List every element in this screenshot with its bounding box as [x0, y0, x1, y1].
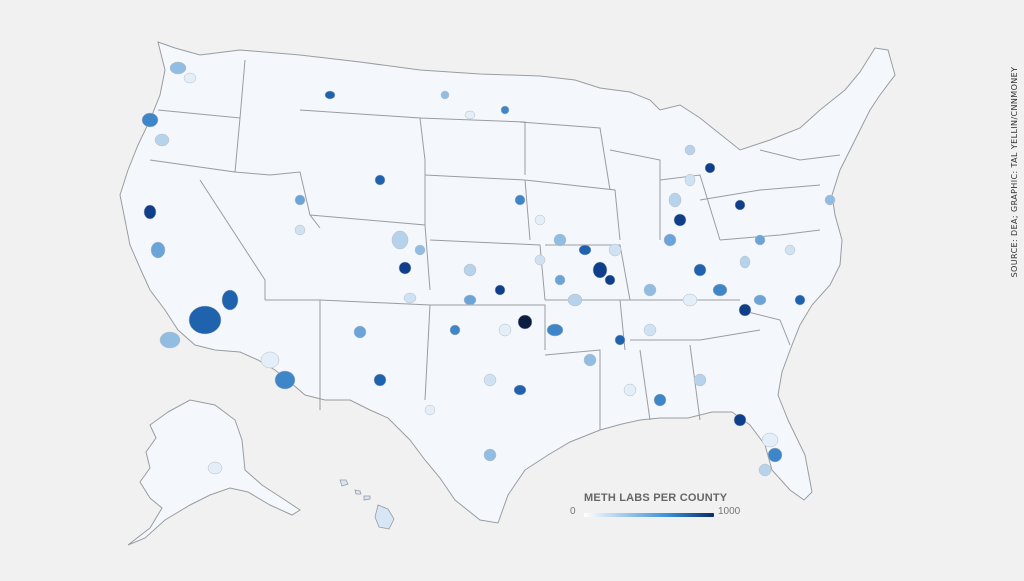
county-shade — [614, 334, 626, 346]
county-shade — [643, 323, 657, 337]
county-shade — [554, 274, 566, 286]
county-shade — [623, 383, 637, 397]
county-shade — [324, 90, 336, 100]
county-shade — [398, 261, 412, 275]
county-shade — [753, 294, 767, 306]
county-shade — [553, 233, 567, 247]
county-shade — [583, 353, 597, 367]
county-shade — [424, 404, 436, 416]
county-shade — [188, 305, 222, 335]
county-shade — [739, 255, 751, 269]
county-shade — [693, 373, 707, 387]
contiguous-us-outline — [119, 41, 896, 524]
county-shade — [260, 351, 280, 369]
county-shade — [463, 294, 477, 306]
county-shade — [784, 244, 796, 256]
county-shade — [761, 432, 779, 448]
county-shade — [604, 274, 616, 286]
legend-color-bar — [584, 513, 714, 517]
county-shade — [608, 243, 622, 257]
county-shade — [500, 105, 510, 115]
county-shade — [207, 461, 223, 475]
county-shade — [824, 194, 836, 206]
county-shade — [663, 233, 677, 247]
county-shade — [183, 72, 197, 84]
county-shade — [546, 323, 564, 337]
county-shade — [274, 370, 296, 390]
county-shade — [754, 234, 766, 246]
county-shade — [653, 393, 667, 407]
county-shade — [592, 261, 608, 279]
county-shade — [150, 241, 166, 259]
county-shade — [414, 244, 426, 256]
county-shade — [668, 192, 682, 208]
county-shade — [673, 213, 687, 227]
county-shade — [353, 325, 367, 339]
county-shade — [483, 448, 497, 462]
county-shade — [143, 204, 157, 220]
county-shade — [794, 294, 806, 306]
county-shade — [513, 384, 527, 396]
county-shade — [141, 112, 159, 128]
county-shade — [494, 284, 506, 296]
county-shade — [684, 144, 696, 156]
county-shade — [758, 463, 772, 477]
county-shade — [483, 373, 497, 387]
county-shade — [403, 292, 417, 304]
county-shade — [294, 224, 306, 236]
county-shade — [693, 263, 707, 277]
county-shade — [738, 303, 752, 317]
source-note: SOURCE: DEA; GRAPHIC: TAL YELLIN/CNNMONE… — [1010, 66, 1019, 278]
county-shade — [221, 289, 239, 311]
county-shade — [391, 230, 409, 250]
county-shade — [682, 293, 698, 307]
county-shade — [169, 61, 187, 75]
county-shade — [534, 214, 546, 226]
county-shade — [463, 263, 477, 277]
county-shade — [159, 331, 181, 349]
county-shade — [712, 283, 728, 297]
county-shade — [534, 254, 546, 266]
county-shade — [294, 194, 306, 206]
county-shade — [767, 447, 783, 463]
county-shade — [684, 173, 696, 187]
county-shade — [154, 133, 170, 147]
legend-min-label: 0 — [570, 506, 576, 517]
county-shade — [498, 323, 512, 337]
county-shade — [704, 162, 716, 174]
state-boundaries — [149, 59, 841, 430]
county-shade — [440, 90, 450, 100]
county-shade — [643, 283, 657, 297]
county-shade — [733, 413, 747, 427]
county-shade — [374, 174, 386, 186]
legend: METH LABS PER COUNTY 0 1000 — [570, 492, 750, 542]
county-shade — [514, 194, 526, 206]
legend-max-label: 1000 — [718, 506, 741, 517]
legend-title: METH LABS PER COUNTY — [584, 492, 728, 504]
county-shade — [373, 373, 387, 387]
county-shade — [464, 110, 476, 120]
county-shade — [449, 324, 461, 336]
county-shade — [517, 314, 533, 330]
hawaii-islands — [339, 479, 395, 530]
county-shade — [734, 199, 746, 211]
county-shade — [578, 244, 592, 256]
county-shading-layer — [141, 61, 836, 477]
county-shade — [567, 293, 583, 307]
